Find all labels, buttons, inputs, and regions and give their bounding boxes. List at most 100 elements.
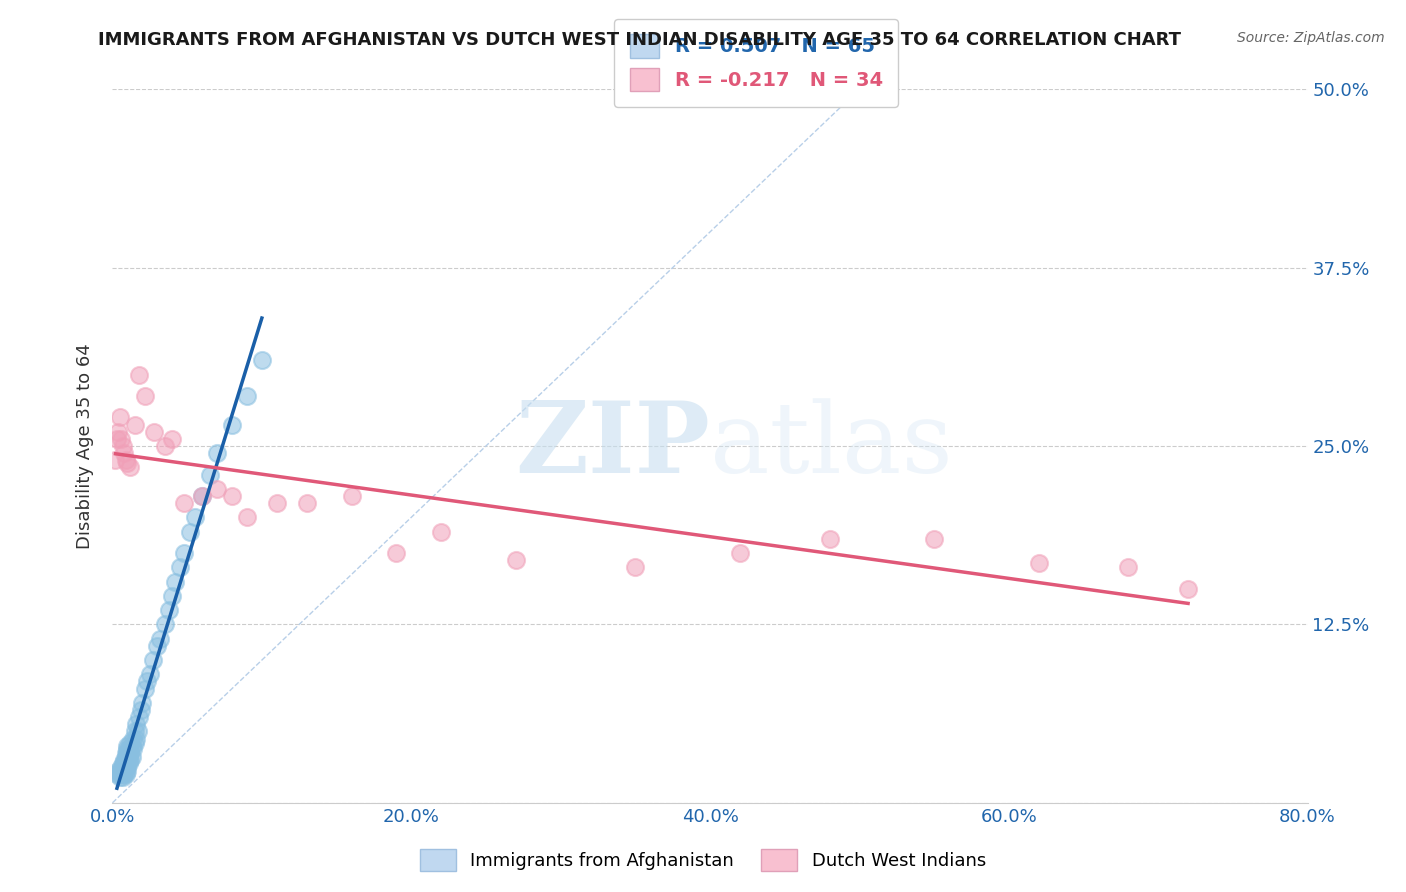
Point — [165, 574, 187, 589]
Point — [110, 767, 132, 781]
Point — [117, 739, 139, 753]
Text: Source: ZipAtlas.com: Source: ZipAtlas.com — [1237, 31, 1385, 45]
Point — [110, 764, 132, 779]
Point — [117, 746, 139, 760]
Point — [117, 741, 139, 756]
Point — [111, 760, 134, 774]
Point — [430, 524, 453, 539]
Point — [111, 439, 134, 453]
Point — [236, 510, 259, 524]
Point — [128, 710, 150, 724]
Point — [108, 770, 131, 784]
Point — [157, 603, 180, 617]
Point — [111, 770, 134, 784]
Point — [191, 489, 214, 503]
Point — [128, 368, 150, 382]
Point — [111, 756, 134, 770]
Point — [118, 756, 141, 770]
Point — [385, 546, 408, 560]
Point — [1028, 556, 1050, 570]
Point — [153, 617, 176, 632]
Point — [236, 389, 259, 403]
Point — [117, 764, 139, 779]
Point — [117, 456, 139, 470]
Y-axis label: Disability Age 35 to 64: Disability Age 35 to 64 — [76, 343, 94, 549]
Point — [107, 764, 129, 779]
Point — [624, 560, 647, 574]
Point — [149, 632, 172, 646]
Point — [105, 767, 128, 781]
Point — [121, 739, 143, 753]
Point — [131, 696, 153, 710]
Point — [340, 489, 363, 503]
Point — [127, 724, 149, 739]
Point — [114, 767, 135, 781]
Point — [179, 524, 201, 539]
Point — [114, 760, 135, 774]
Point — [110, 432, 132, 446]
Point — [107, 425, 129, 439]
Point — [142, 653, 165, 667]
Point — [129, 703, 152, 717]
Point — [122, 731, 145, 746]
Point — [125, 731, 148, 746]
Point — [115, 746, 138, 760]
Point — [117, 753, 139, 767]
Point — [173, 496, 195, 510]
Point — [146, 639, 169, 653]
Point — [169, 560, 191, 574]
Point — [191, 489, 214, 503]
Point — [221, 489, 243, 503]
Point — [114, 764, 135, 779]
Point — [198, 467, 221, 482]
Point — [108, 410, 131, 425]
Point — [115, 767, 138, 781]
Point — [124, 417, 146, 432]
Text: IMMIGRANTS FROM AFGHANISTAN VS DUTCH WEST INDIAN DISABILITY AGE 35 TO 64 CORRELA: IMMIGRANTS FROM AFGHANISTAN VS DUTCH WES… — [98, 31, 1181, 49]
Point — [134, 389, 156, 403]
Point — [143, 425, 166, 439]
Point — [922, 532, 945, 546]
Point — [105, 432, 128, 446]
Point — [250, 353, 273, 368]
Point — [221, 417, 243, 432]
Point — [1177, 582, 1199, 596]
Legend: Immigrants from Afghanistan, Dutch West Indians: Immigrants from Afghanistan, Dutch West … — [413, 842, 993, 879]
Point — [125, 717, 148, 731]
Point — [205, 482, 228, 496]
Point — [205, 446, 228, 460]
Point — [114, 753, 135, 767]
Point — [108, 767, 131, 781]
Point — [162, 432, 183, 446]
Legend: R = 0.507   N = 65, R = -0.217   N = 34: R = 0.507 N = 65, R = -0.217 N = 34 — [614, 19, 898, 107]
Point — [118, 750, 141, 764]
Point — [118, 741, 141, 756]
Text: ZIP: ZIP — [515, 398, 710, 494]
Point — [153, 439, 176, 453]
Point — [120, 746, 142, 760]
Point — [139, 667, 162, 681]
Point — [104, 453, 127, 467]
Point — [728, 546, 751, 560]
Point — [173, 546, 195, 560]
Point — [115, 750, 138, 764]
Point — [124, 724, 146, 739]
Point — [134, 681, 156, 696]
Point — [135, 674, 157, 689]
Point — [115, 756, 138, 770]
Point — [115, 453, 138, 467]
Point — [162, 589, 183, 603]
Point — [1118, 560, 1140, 574]
Point — [114, 756, 135, 770]
Point — [111, 764, 134, 779]
Point — [295, 496, 318, 510]
Point — [818, 532, 841, 546]
Point — [117, 760, 139, 774]
Point — [121, 750, 143, 764]
Text: atlas: atlas — [710, 398, 953, 494]
Point — [124, 736, 146, 750]
Point — [115, 760, 138, 774]
Point — [122, 741, 145, 756]
Point — [120, 460, 142, 475]
Point — [183, 510, 205, 524]
